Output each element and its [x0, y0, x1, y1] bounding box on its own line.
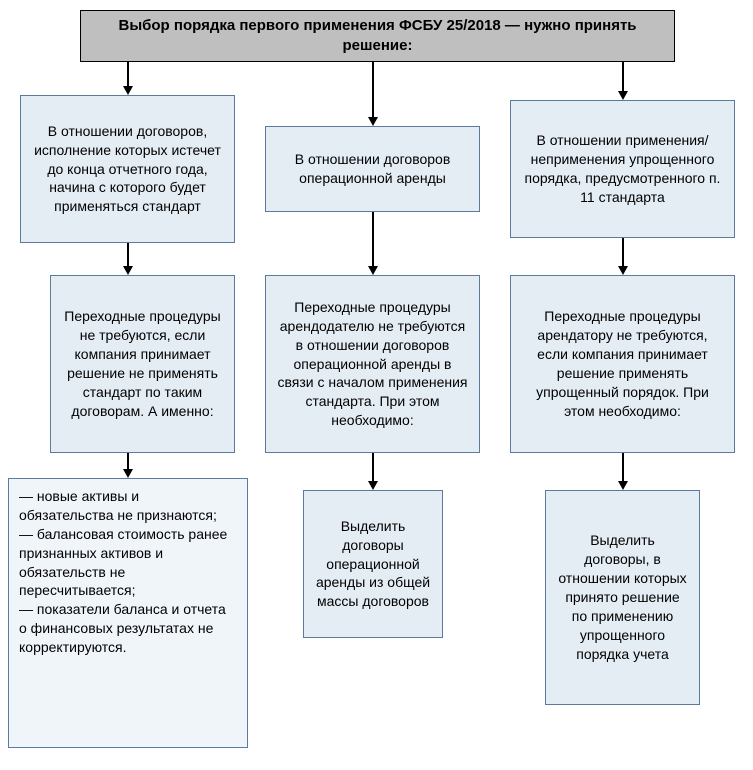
row1-col1-box: В отношении договоров, исполнение которы…	[20, 95, 235, 243]
row1-col2-box: В отношении договоров операционной аренд…	[265, 126, 480, 212]
row1-col3-text: В отношении применения/неприменения упро…	[521, 131, 724, 207]
header-text: Выбор порядка первого применения ФСБУ 25…	[91, 16, 664, 57]
row3-col3-box: Выделить договоры, в отношении которых п…	[545, 490, 700, 705]
row3-col2-box: Выделить договоры операционной аренды из…	[303, 490, 443, 638]
row2-col2-box: Переходные процедуры арендодателю не тре…	[265, 275, 480, 453]
row3-col1-text: — новые активы и обязательства не призна…	[19, 487, 237, 657]
row1-col1-text: В отношении договоров, исполнение которы…	[31, 122, 224, 216]
row1-col3-box: В отношении применения/неприменения упро…	[510, 100, 735, 238]
row1-col2-text: В отношении договоров операционной аренд…	[276, 150, 469, 188]
row2-col3-text: Переходные процедуры арендатору не требу…	[521, 307, 724, 420]
row3-col2-text: Выделить договоры операционной аренды из…	[314, 517, 432, 611]
row3-col3-text: Выделить договоры, в отношении которых п…	[556, 531, 689, 663]
header-box: Выбор порядка первого применения ФСБУ 25…	[80, 10, 675, 62]
row2-col2-text: Переходные процедуры арендодателю не тре…	[276, 298, 469, 430]
flowchart-canvas: Выбор порядка первого применения ФСБУ 25…	[0, 0, 753, 770]
row2-col3-box: Переходные процедуры арендатору не требу…	[510, 275, 735, 453]
row2-col1-box: Переходные процедуры не требуются, если …	[50, 275, 235, 453]
row2-col1-text: Переходные процедуры не требуются, если …	[61, 307, 224, 420]
row3-col1-box: — новые активы и обязательства не призна…	[8, 478, 248, 748]
